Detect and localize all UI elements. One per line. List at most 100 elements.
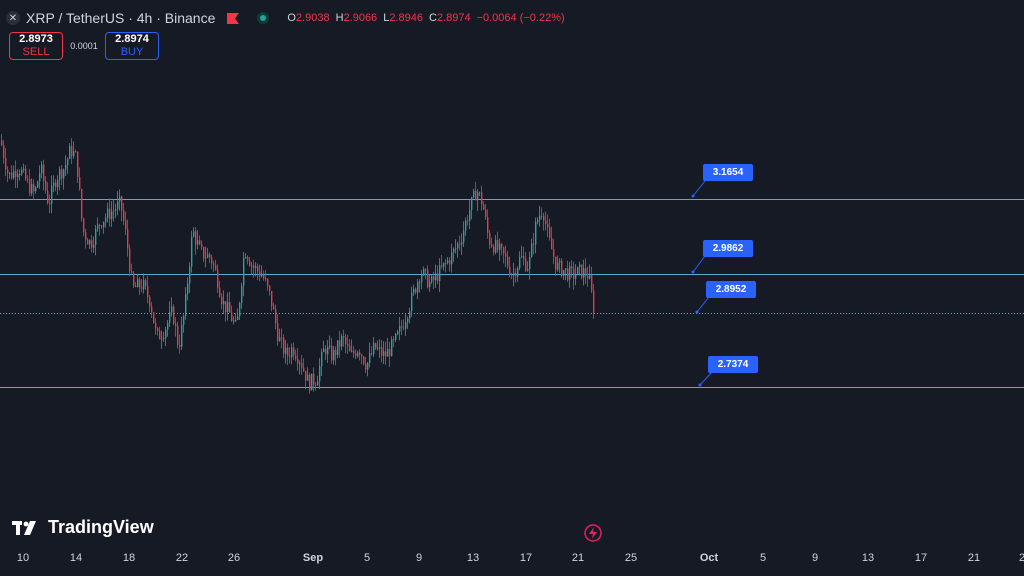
candle-body xyxy=(3,144,5,158)
candle-body xyxy=(199,240,201,245)
candle-body xyxy=(319,366,321,382)
candle-body xyxy=(179,344,181,347)
candle-body xyxy=(1,140,3,145)
candle-body xyxy=(533,243,535,245)
candle-body xyxy=(225,301,227,313)
candle-body xyxy=(341,336,343,347)
candle-body xyxy=(193,231,195,237)
symbol-title[interactable]: XRP / TetherUS · 4h · Binance xyxy=(26,10,216,26)
candle-body xyxy=(187,283,189,294)
candle-body xyxy=(115,209,117,211)
candle-body xyxy=(281,337,283,339)
high-value: 2.9066 xyxy=(343,12,378,24)
candle-body xyxy=(77,151,79,177)
candle-body xyxy=(463,230,465,243)
candle-body xyxy=(93,244,95,248)
candle-body xyxy=(185,293,187,316)
level-tag-3[interactable]: 2.8952 xyxy=(706,281,756,298)
candle-body xyxy=(477,192,479,201)
candle-body xyxy=(145,280,147,286)
candle-body xyxy=(47,190,49,203)
candle-body xyxy=(293,347,295,356)
candle-body xyxy=(29,179,31,194)
brand-name: TradingView xyxy=(48,517,154,537)
ohlc-readout: O2.9038 H2.9066 L2.8946 C2.8974 −0.0064 … xyxy=(287,12,564,24)
candle-body xyxy=(143,280,145,289)
candle-body xyxy=(67,158,69,166)
candle-body xyxy=(51,185,53,204)
xrp-logo-icon: ✕ xyxy=(6,11,20,25)
candle-body xyxy=(89,240,91,245)
candle-body xyxy=(255,266,257,268)
candle-body xyxy=(95,228,97,245)
candle-body xyxy=(91,240,93,248)
open-label: O xyxy=(287,12,296,24)
candle-body xyxy=(267,279,269,286)
candle-body xyxy=(457,243,459,249)
candle-body xyxy=(13,170,15,178)
level-tag-2[interactable]: 2.9862 xyxy=(703,240,753,257)
time-axis-label: 5 xyxy=(759,552,767,564)
candle-body xyxy=(23,168,25,171)
candle-body xyxy=(579,264,581,268)
candle-body xyxy=(219,287,221,297)
candle-body xyxy=(59,169,61,180)
flag-icon[interactable] xyxy=(227,12,240,24)
candle-body xyxy=(247,257,249,261)
candle-body xyxy=(151,306,153,313)
tradingview-logo[interactable]: TradingView xyxy=(12,517,154,538)
candle-body xyxy=(501,244,503,248)
candle-body xyxy=(387,349,389,357)
tradingview-logo-icon xyxy=(12,520,36,535)
candle-body xyxy=(461,242,463,245)
time-axis-label: 21 xyxy=(967,552,981,564)
buy-button[interactable]: 2.8974 BUY xyxy=(105,32,159,60)
candle-body xyxy=(149,296,151,307)
candle-body xyxy=(69,146,71,159)
candle-body xyxy=(5,157,7,170)
candle-body xyxy=(309,374,311,391)
candle-body xyxy=(289,356,291,358)
candle-body xyxy=(469,210,471,221)
candle-body xyxy=(531,243,533,257)
candle-body xyxy=(467,220,469,222)
candle-body xyxy=(305,370,307,381)
level-tag-4[interactable]: 2.7374 xyxy=(708,356,758,373)
sell-button[interactable]: 2.8973 SELL xyxy=(9,32,63,60)
candle-body xyxy=(339,340,341,347)
candle-body xyxy=(205,257,207,259)
candle-body xyxy=(479,192,481,194)
candle-body xyxy=(215,265,217,270)
time-axis-label: 18 xyxy=(122,552,136,564)
candle-body xyxy=(97,224,99,229)
candle-body xyxy=(311,373,313,391)
candle-body xyxy=(413,288,415,293)
candle-body xyxy=(535,221,537,245)
candle-body xyxy=(109,208,111,220)
candle-body xyxy=(135,285,137,288)
candle-body xyxy=(101,225,103,228)
candle-body xyxy=(365,363,367,370)
level-tag-1[interactable]: 3.1654 xyxy=(703,164,753,181)
candle-body xyxy=(79,176,81,190)
level-callout-pointer xyxy=(696,296,710,313)
candle-body xyxy=(155,323,157,329)
candle-body xyxy=(393,339,395,341)
candle-body xyxy=(509,266,511,275)
candle-body xyxy=(593,290,595,313)
candle-body xyxy=(569,266,571,280)
candle-body xyxy=(405,322,407,329)
candle-body xyxy=(363,356,365,364)
candle-body xyxy=(541,215,543,217)
candle-body xyxy=(485,209,487,218)
lightning-icon[interactable] xyxy=(584,524,602,542)
candle-body xyxy=(449,260,451,265)
candle-body xyxy=(181,324,183,347)
time-axis-label: 10 xyxy=(16,552,30,564)
candle-body xyxy=(227,302,229,313)
candle-body xyxy=(575,274,577,279)
candle-body xyxy=(325,348,327,355)
candle-body xyxy=(99,224,101,226)
time-axis-label: 2 xyxy=(1018,552,1024,564)
